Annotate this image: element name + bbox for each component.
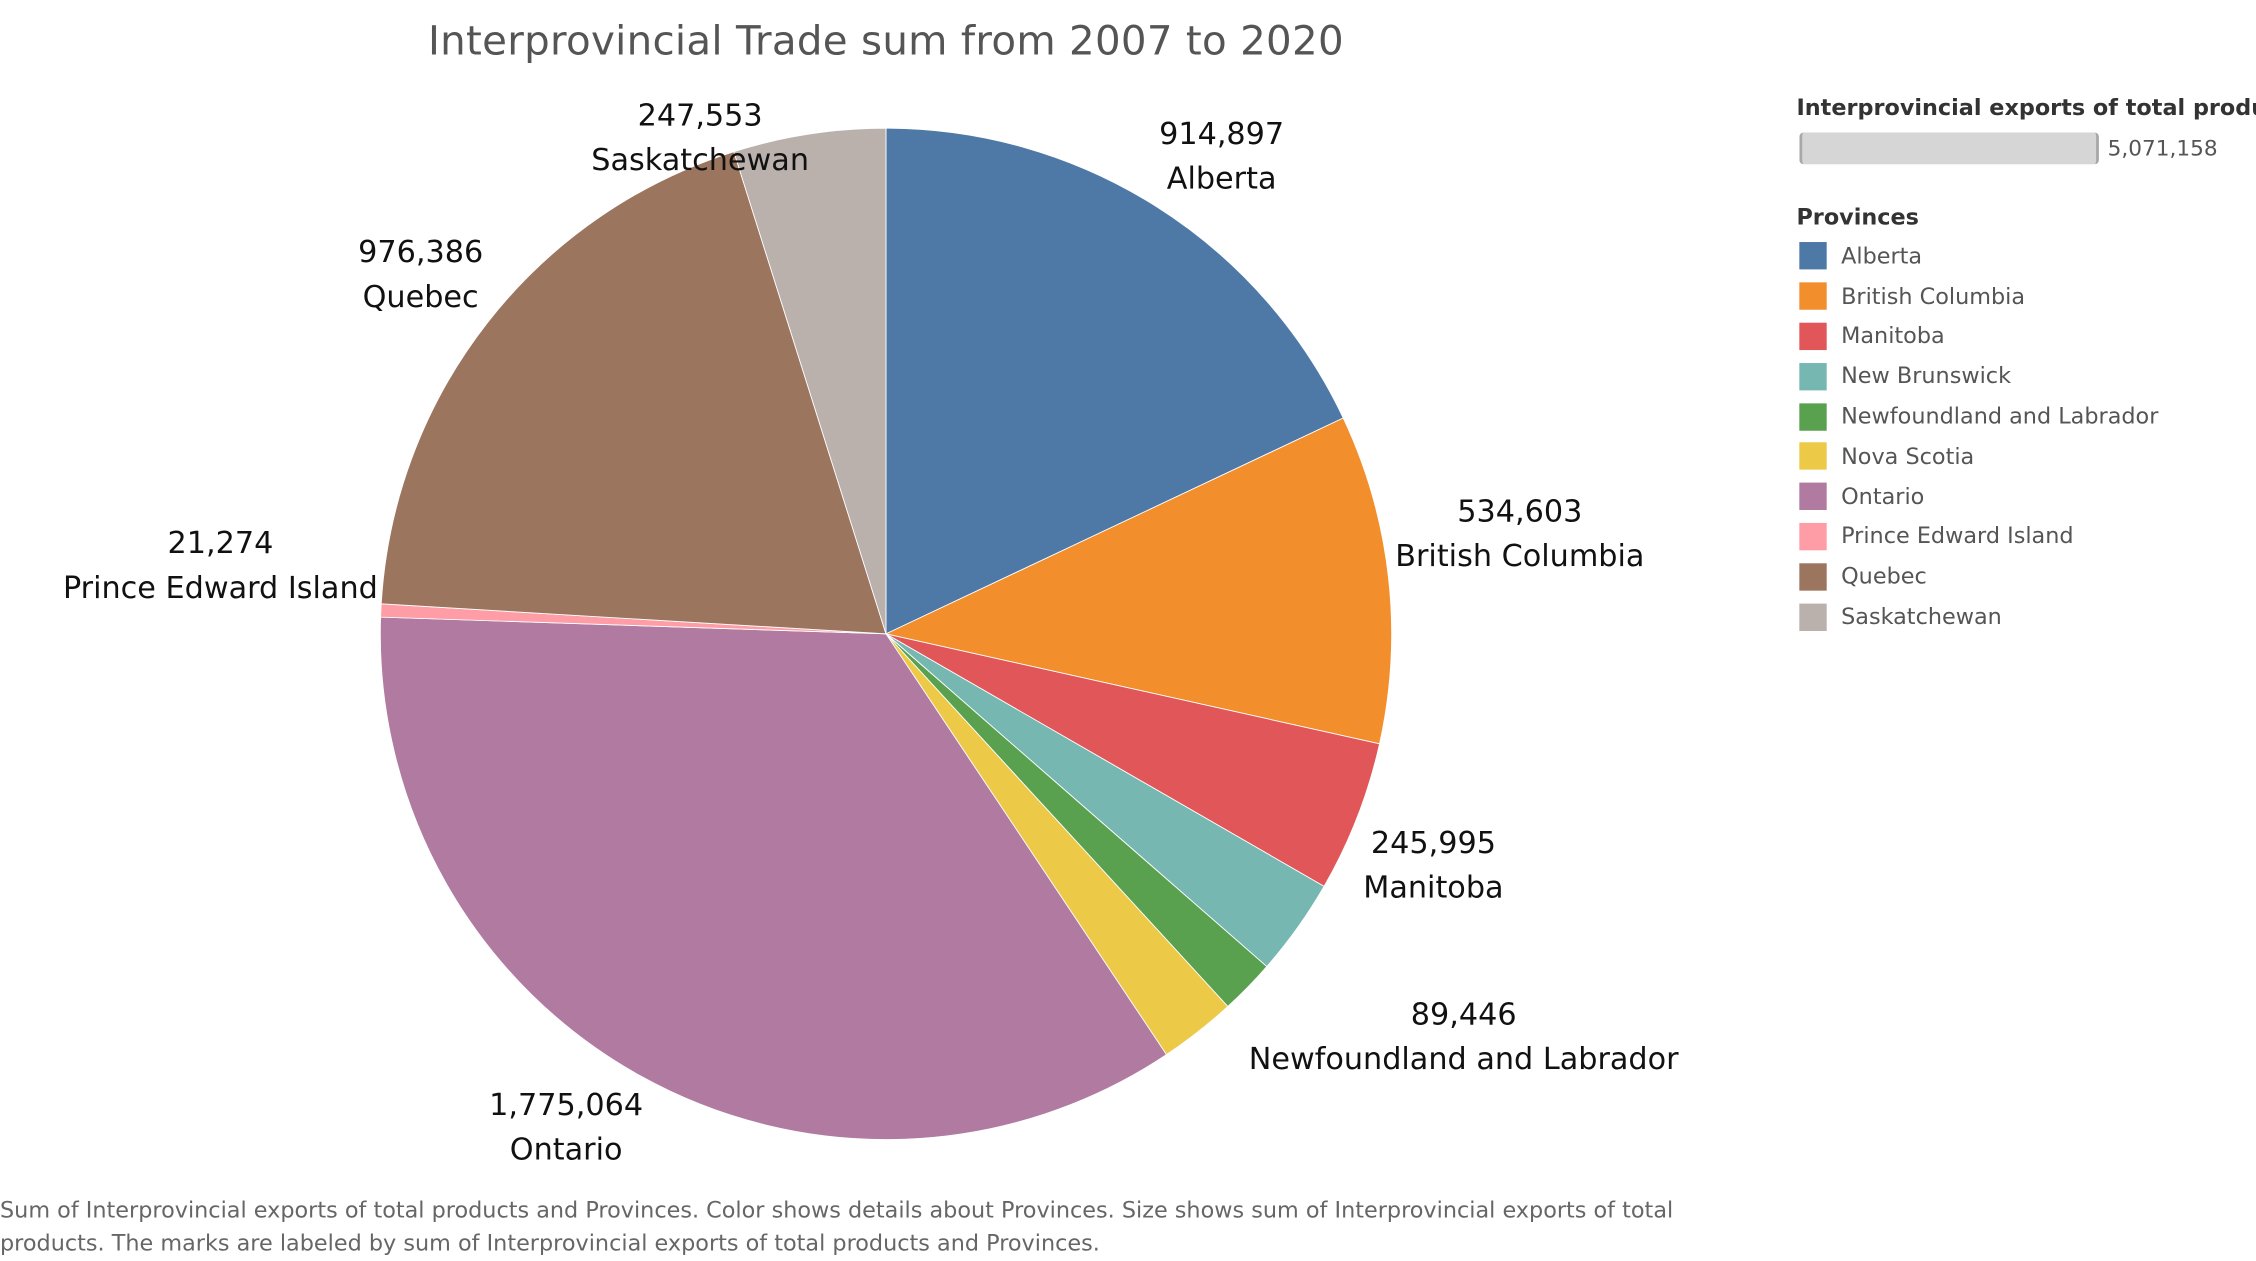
data-label-value: 245,995	[1371, 826, 1496, 861]
legend-label: Alberta	[1841, 243, 1923, 270]
legend-swatch	[1799, 242, 1827, 270]
data-label-category: Newfoundland and Labrador	[1249, 1042, 1679, 1077]
data-label-value: 534,603	[1457, 495, 1582, 530]
data-label-ontario: 1,775,064 Ontario	[489, 1088, 643, 1168]
pie-slice-ontario[interactable]	[379, 616, 1168, 1140]
legend-swatch	[1799, 522, 1827, 551]
data-label-category: Prince Edward Island	[63, 571, 378, 606]
size-legend-value: 5,071,158	[2107, 135, 2218, 162]
legend-item-quebec[interactable]: Quebec	[1796, 557, 2254, 597]
legend-label: Ontario	[1841, 483, 1925, 510]
data-label-quebec: 976,386 Quebec	[358, 235, 483, 315]
color-legend-list: Alberta British Columbia Manitoba New Bruns…	[1796, 236, 2254, 636]
legend-swatch	[1799, 282, 1827, 311]
data-label-value: 21,274	[167, 526, 273, 561]
legend-label: Newfoundland and Labrador	[1841, 403, 2159, 430]
legend-item-manitoba[interactable]: Manitoba	[1796, 316, 2254, 356]
pie-slice-saskatchewan[interactable]	[733, 127, 887, 634]
color-legend-title: Provinces	[1796, 204, 1919, 231]
chart-caption: Sum of Interprovincial exports of total …	[0, 1197, 1674, 1257]
size-legend-title: Interprovincial exports of total product…	[1796, 95, 2256, 122]
legend-item-newfoundland-and-labrador[interactable]: Newfoundland and Labrador	[1796, 396, 2254, 436]
data-label-category: Manitoba	[1363, 871, 1503, 906]
size-legend-bar	[1799, 132, 2099, 165]
legend-label: British Columbia	[1841, 283, 2026, 310]
data-label-value: 89,446	[1411, 997, 1517, 1032]
data-label-value: 1,775,064	[489, 1088, 643, 1123]
legend-label: Prince Edward Island	[1841, 523, 2074, 550]
chart-title: Interprovincial Trade sum from 2007 to 2…	[427, 17, 1344, 65]
data-label-category: Saskatchewan	[591, 143, 809, 178]
pie-chart: 914,897 Alberta 534,603 British Columbia 245…	[63, 98, 1679, 1167]
data-label-newfoundland-and-labrador: 89,446 Newfoundland and Labrador	[1249, 997, 1679, 1077]
data-label-value: 247,553	[638, 98, 763, 133]
data-label-category: Ontario	[510, 1133, 623, 1168]
data-label-british-columbia: 534,603 British Columbia	[1395, 495, 1644, 575]
data-label-manitoba: 245,995 Manitoba	[1363, 826, 1503, 906]
legend-swatch	[1799, 362, 1827, 391]
legend-item-ontario[interactable]: Ontario	[1796, 477, 2254, 517]
size-legend: 5,071,158	[1796, 130, 2254, 170]
legend-label: Manitoba	[1841, 323, 1945, 350]
data-label-saskatchewan: 247,553 Saskatchewan	[591, 98, 809, 178]
legend-swatch	[1799, 482, 1827, 511]
legend-item-saskatchewan[interactable]: Saskatchewan	[1796, 597, 2254, 637]
data-label-category: Alberta	[1167, 162, 1277, 197]
legend-swatch	[1799, 442, 1827, 471]
legend-swatch	[1799, 402, 1827, 431]
legend-swatch	[1799, 602, 1827, 631]
legend-item-alberta[interactable]: Alberta	[1796, 236, 2254, 276]
data-label-category: British Columbia	[1395, 539, 1644, 574]
pie-slice-british-columbia[interactable]	[884, 417, 1393, 745]
data-label-prince-edward-island: 21,274 Prince Edward Island	[63, 526, 378, 606]
legend-item-prince-edward-island[interactable]: Prince Edward Island	[1796, 517, 2254, 557]
legend-label: New Brunswick	[1841, 363, 2012, 390]
pie-slice-manitoba[interactable]	[885, 633, 1381, 887]
legend-swatch	[1799, 322, 1827, 351]
legend-panel: Interprovincial exports of total product…	[1796, 95, 2256, 637]
pie-slice-alberta[interactable]	[885, 127, 1344, 635]
legend-label: Saskatchewan	[1841, 603, 2002, 630]
pie-labels: 914,897 Alberta 534,603 British Columbia 245…	[63, 98, 1679, 1167]
data-label-value: 976,386	[358, 235, 483, 270]
legend-swatch	[1799, 562, 1827, 591]
pie-slices	[379, 127, 1393, 1140]
legend-item-british-columbia[interactable]: British Columbia	[1796, 276, 2254, 316]
legend-label: Quebec	[1841, 563, 1927, 590]
data-label-alberta: 914,897 Alberta	[1159, 117, 1284, 197]
legend-item-nova-scotia[interactable]: Nova Scotia	[1796, 436, 2254, 476]
legend-label: Nova Scotia	[1841, 443, 1975, 470]
legend-item-new-brunswick[interactable]: New Brunswick	[1796, 356, 2254, 396]
data-label-category: Quebec	[363, 280, 479, 315]
pie-slice-quebec[interactable]	[380, 151, 887, 635]
data-label-value: 914,897	[1159, 117, 1284, 152]
